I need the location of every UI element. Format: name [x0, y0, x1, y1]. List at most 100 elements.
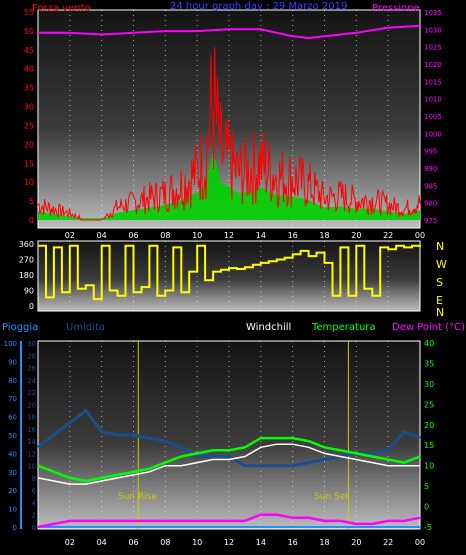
hour-tick-label: 18: [319, 538, 329, 547]
hour-tick-label: 00: [415, 231, 425, 240]
direction-tick-label: 90: [24, 287, 34, 296]
wind-tick-label: 20: [24, 140, 34, 149]
temperature-tick-label: 25: [424, 400, 434, 409]
humidity-tick-label: 24: [27, 377, 36, 385]
humidity-tick-label: 28: [27, 352, 36, 360]
legend-windchill: Windchill: [246, 322, 291, 333]
wind-tick-label: 0: [29, 216, 34, 225]
hour-tick-label: 02: [65, 231, 75, 240]
temperature-tick-label: 35: [424, 359, 434, 368]
hour-tick-label: 14: [256, 538, 266, 547]
sunrise-label: Sun Rise: [118, 492, 157, 502]
compass-e: E: [436, 294, 443, 307]
humidity-tick-label: 2: [32, 512, 36, 520]
pressure-tick-label: 995: [424, 148, 437, 156]
temperature-tick-label: 5: [424, 482, 429, 491]
dewpoint-series: [37, 513, 421, 529]
wind-tick-label: 45: [24, 46, 34, 55]
pressure-tick-label: 1015: [424, 78, 442, 86]
hour-tick-label: 12: [224, 231, 234, 240]
humidity-tick-label: 4: [32, 499, 37, 507]
pressure-tick-label: 980: [424, 200, 437, 208]
rain-tick-label: 30: [8, 469, 17, 477]
legend-humidity: Umidita: [66, 322, 105, 333]
compass-n-bottom: N: [436, 306, 444, 319]
temperature-tick-label: 10: [424, 462, 434, 471]
wind-average-fill: [38, 151, 420, 220]
hour-tick-label: 20: [351, 231, 361, 240]
rain-tick-label: 70: [8, 395, 17, 403]
hour-tick-label: 20: [351, 538, 361, 547]
pressure-tick-label: 1020: [424, 61, 442, 69]
wind-tick-label: 50: [24, 27, 34, 36]
humidity-tick-label: 14: [27, 438, 36, 446]
wind-direction-series: [38, 244, 421, 301]
wind-panel-y-ticks: 0 5 10 15 20 25 30 35 40 45 50 55: [24, 8, 34, 225]
rain-axis-ticks: 0 10 20 30 40 50 60 70 80 90 100: [4, 340, 17, 532]
temperature-tick-label: 20: [424, 421, 434, 430]
rain-tick-label: 60: [8, 414, 17, 422]
pressure-tick-label: 975: [424, 217, 437, 225]
direction-tick-label: 0: [29, 302, 34, 311]
rain-tick-label: 40: [8, 450, 17, 458]
wind-axis-title: Forza vento: [32, 3, 91, 14]
hour-tick-label: 10: [192, 538, 202, 547]
temperature-tick-label: 30: [424, 380, 434, 389]
direction-tick-label: 270: [19, 256, 34, 265]
rain-tick-label: 20: [8, 487, 17, 495]
direction-tick-label: 180: [19, 271, 34, 280]
wind-tick-label: 35: [24, 84, 34, 93]
pressure-tick-label: 1025: [424, 44, 442, 52]
compass-w: W: [436, 258, 447, 271]
wind-tick-label: 55: [24, 8, 34, 17]
temperature-panel-bg: [37, 340, 421, 530]
rain-tick-label: 80: [8, 377, 17, 385]
hour-tick-label: 08: [160, 538, 170, 547]
humidity-tick-label: 6: [32, 487, 37, 495]
pressure-axis-title: Pressione: [372, 3, 420, 14]
hour-tick-label: 06: [128, 538, 138, 547]
chart-main-title: 24 hour graph day : 29 Marzo 2019: [170, 1, 347, 12]
temperature-tick-label: -5: [424, 523, 432, 532]
pressure-tick-label: 1010: [424, 96, 442, 104]
wind-tick-label: 15: [24, 159, 34, 168]
temperature-axis-ticks: -5 0 5 10 15 20 25 30 35 40: [424, 339, 434, 532]
pressure-axis-ticks: 975 980 985 990 995 1000 1005 1010 1015 1020 1025 1…: [424, 9, 442, 225]
rain-tick-label: 50: [8, 432, 17, 440]
pressure-tick-label: 1030: [424, 26, 442, 34]
temperature-tick-label: 0: [424, 503, 429, 512]
hour-tick-label: 22: [383, 538, 393, 547]
hour-tick-label: 12: [224, 538, 234, 547]
wind-panel-x-ticks: 02 04 06 08 10 12 14 16 18 20 22 00: [65, 231, 425, 240]
hour-tick-label: 18: [319, 231, 329, 240]
wind-tick-label: 10: [24, 178, 34, 187]
sunset-label: Sun Set: [314, 492, 349, 502]
direction-tick-label: 360: [19, 240, 34, 249]
temperature-series: [37, 436, 421, 483]
hour-tick-label: 10: [192, 231, 202, 240]
direction-axis-ticks: 0 90 180 270 360: [19, 240, 34, 311]
pressure-tick-label: 990: [424, 165, 437, 173]
rain-tick-label: 100: [4, 340, 17, 348]
humidity-tick-label: 8: [32, 475, 36, 483]
pressure-tick-label: 985: [424, 182, 437, 190]
humidity-tick-label: 10: [27, 463, 36, 471]
wind-tick-label: 30: [24, 103, 34, 112]
humidity-tick-label: 0: [32, 524, 36, 532]
hour-tick-label: 02: [65, 538, 75, 547]
hour-tick-label: 06: [128, 231, 138, 240]
legend-dewpoint: Dew Point (°C): [392, 322, 465, 333]
pressure-tick-label: 1005: [424, 113, 442, 121]
temperature-panel-x-ticks: 02 04 06 08 10 12 14 16 18 20 22 00: [65, 538, 425, 547]
pressure-series: [38, 24, 421, 40]
humidity-tick-label: 20: [27, 401, 36, 409]
pressure-tick-label: 1035: [424, 9, 442, 17]
rain-tick-label: 90: [8, 358, 17, 366]
hour-tick-label: 16: [288, 231, 298, 240]
wind-speed-series: [37, 47, 421, 221]
wind-tick-label: 5: [29, 197, 34, 206]
legend-rain: Pioggia: [2, 322, 38, 333]
compass-n-top: N: [436, 240, 444, 253]
